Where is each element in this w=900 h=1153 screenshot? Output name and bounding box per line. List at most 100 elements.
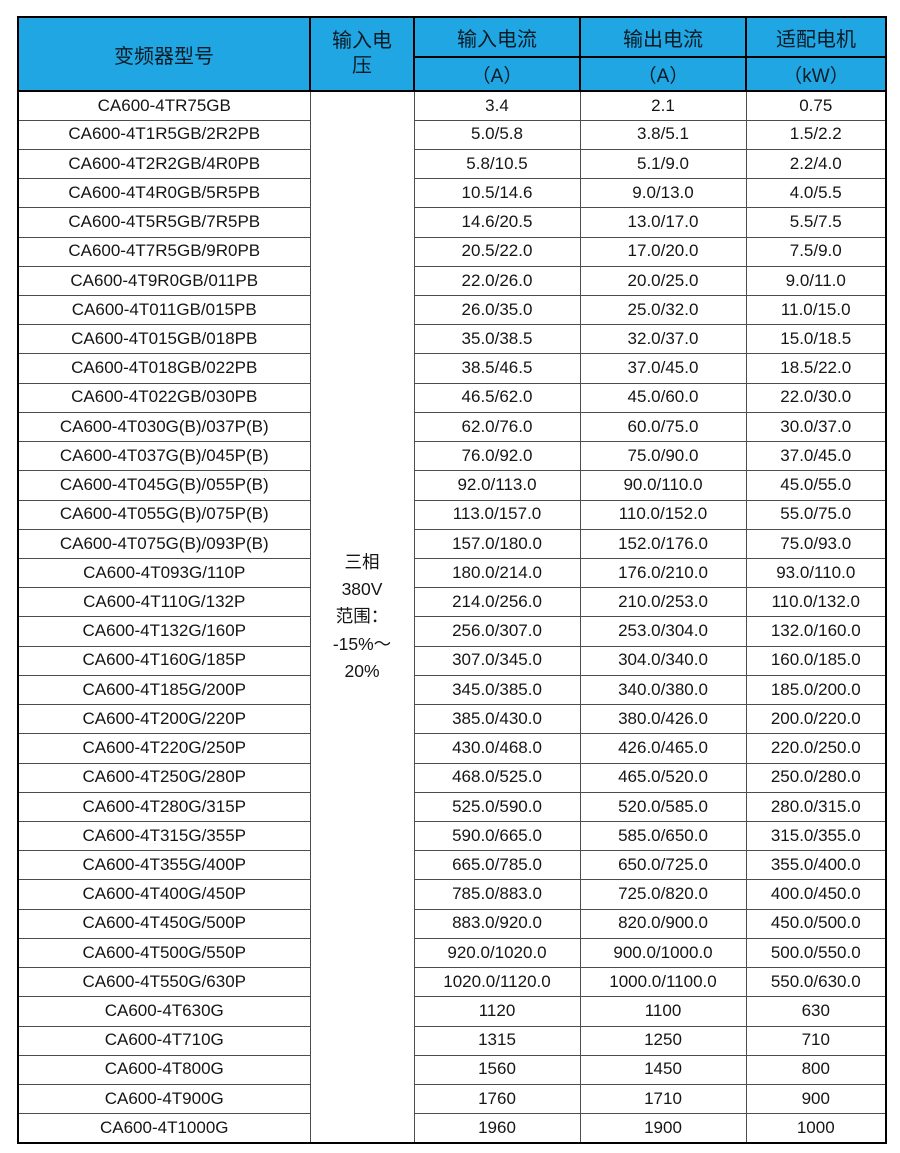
table-row: CA600-4T045G(B)/055P(B) 92.0/113.0 90.0/11…: [17, 470, 887, 501]
table-row: CA600-4T055G(B)/075P(B) 113.0/157.0 110.0/…: [17, 499, 887, 530]
input-current-cell: 430.0/468.0: [413, 733, 581, 764]
output-current-cell: 253.0/304.0: [579, 616, 747, 647]
model-cell: CA600-4T185G/200P: [17, 674, 311, 706]
table-row: CA600-4T037G(B)/045P(B) 76.0/92.0 75.0/90.…: [17, 441, 887, 472]
motor-power-cell: 550.0/630.0: [745, 967, 887, 998]
column-header-input-current: 输入电流: [413, 16, 581, 58]
model-cell: CA600-4T110G/132P: [17, 587, 311, 618]
motor-power-cell: 1000: [745, 1113, 887, 1144]
model-cell: CA600-4T055G(B)/075P(B): [17, 499, 311, 530]
input-current-cell: 468.0/525.0: [413, 762, 581, 793]
model-cell: CA600-4T015GB/018PB: [17, 324, 311, 355]
motor-power-cell: 11.0/15.0: [745, 295, 887, 326]
model-cell: CA600-4T710G: [17, 1025, 311, 1056]
output-current-cell: 60.0/75.0: [579, 411, 747, 443]
table-row: CA600-4T400G/450P 785.0/883.0 725.0/820.0 4…: [17, 879, 887, 910]
table-row: CA600-4T5R5GB/7R5PB 14.6/20.5 13.0/17.0 5.5…: [17, 207, 887, 238]
table-row: CA600-4T200G/220P 385.0/430.0 380.0/426.0 2…: [17, 704, 887, 735]
model-cell: CA600-4T280G/315P: [17, 791, 311, 822]
model-cell: CA600-4T500G/550P: [17, 937, 311, 969]
input-current-cell: 14.6/20.5: [413, 207, 581, 238]
motor-power-cell: 355.0/400.0: [745, 850, 887, 881]
table-row: CA600-4T315G/355P 590.0/665.0 585.0/650.0 3…: [17, 820, 887, 852]
output-current-cell: 304.0/340.0: [579, 645, 747, 676]
input-current-cell: 307.0/345.0: [413, 645, 581, 676]
table-row: CA600-4T011GB/015PB 26.0/35.0 25.0/32.0 11.…: [17, 295, 887, 326]
table-body: CA600-4TR75GB 三相 380V 范围： -15%～ 20% 3.4 2.1…: [17, 90, 887, 1144]
motor-power-cell: 37.0/45.0: [745, 441, 887, 472]
output-current-cell: 37.0/45.0: [579, 353, 747, 384]
input-current-cell: 1760: [413, 1083, 581, 1115]
motor-power-cell: 7.5/9.0: [745, 236, 887, 267]
input-current-cell: 1315: [413, 1025, 581, 1056]
column-header-input-voltage: 输入电压: [309, 16, 415, 92]
motor-power-cell: 280.0/315.0: [745, 791, 887, 822]
motor-power-cell: 710: [745, 1025, 887, 1056]
column-header-output-current: 输出电流: [579, 16, 747, 58]
motor-power-cell: 220.0/250.0: [745, 733, 887, 764]
output-current-cell: 900.0/1000.0: [579, 937, 747, 969]
table-row: CA600-4T015GB/018PB 35.0/38.5 32.0/37.0 15.…: [17, 324, 887, 355]
motor-power-cell: 45.0/55.0: [745, 470, 887, 501]
input-current-cell: 385.0/430.0: [413, 704, 581, 735]
model-cell: CA600-4T075G(B)/093P(B): [17, 528, 311, 560]
motor-power-cell: 630: [745, 996, 887, 1027]
model-cell: CA600-4T630G: [17, 996, 311, 1027]
table-row: CA600-4T022GB/030PB 46.5/62.0 45.0/60.0 22.…: [17, 382, 887, 413]
input-current-cell: 5.8/10.5: [413, 148, 581, 180]
motor-power-cell: 18.5/22.0: [745, 353, 887, 384]
output-current-cell: 25.0/32.0: [579, 295, 747, 326]
table-row: CA600-4T900G 1760 1710 900: [17, 1083, 887, 1115]
motor-power-cell: 55.0/75.0: [745, 499, 887, 530]
table-row: CA600-4T800G 1560 1450 800: [17, 1054, 887, 1085]
input-current-cell: 92.0/113.0: [413, 470, 581, 501]
table-row: CA600-4T1000G 1960 1900 1000: [17, 1113, 887, 1144]
unit-label-motor: （kW）: [745, 56, 887, 92]
input-current-cell: 62.0/76.0: [413, 411, 581, 443]
motor-power-cell: 22.0/30.0: [745, 382, 887, 413]
output-current-cell: 1100: [579, 996, 747, 1027]
input-current-cell: 76.0/92.0: [413, 441, 581, 472]
output-current-cell: 650.0/725.0: [579, 850, 747, 881]
table-row: CA600-4T1R5GB/2R2PB 5.0/5.8 3.8/5.1 1.5/2.2: [17, 119, 887, 150]
model-cell: CA600-4T037G(B)/045P(B): [17, 441, 311, 472]
table-row: CA600-4T250G/280P 468.0/525.0 465.0/520.0 2…: [17, 762, 887, 793]
input-current-cell: 46.5/62.0: [413, 382, 581, 413]
output-current-cell: 2.1: [579, 90, 747, 121]
table-row: CA600-4T450G/500P 883.0/920.0 820.0/900.0 4…: [17, 908, 887, 939]
table-row: CA600-4T710G 1315 1250 710: [17, 1025, 887, 1056]
input-current-cell: 256.0/307.0: [413, 616, 581, 647]
input-current-cell: 35.0/38.5: [413, 324, 581, 355]
table-row: CA600-4T185G/200P 345.0/385.0 340.0/380.0 1…: [17, 674, 887, 706]
input-current-cell: 1960: [413, 1113, 581, 1144]
motor-power-cell: 0.75: [745, 90, 887, 121]
table-row: CA600-4T132G/160P 256.0/307.0 253.0/304.0 1…: [17, 616, 887, 647]
table-row: CA600-4T160G/185P 307.0/345.0 304.0/340.0 1…: [17, 645, 887, 676]
table-row: CA600-4T093G/110P 180.0/214.0 176.0/210.0 9…: [17, 557, 887, 589]
motor-power-cell: 1.5/2.2: [745, 119, 887, 150]
motor-power-cell: 5.5/7.5: [745, 207, 887, 238]
output-current-cell: 1710: [579, 1083, 747, 1115]
motor-power-cell: 200.0/220.0: [745, 704, 887, 735]
input-voltage-note: 三相 380V 范围： -15%～ 20%: [309, 90, 415, 1144]
model-cell: CA600-4T800G: [17, 1054, 311, 1085]
input-current-cell: 113.0/157.0: [413, 499, 581, 530]
table-row: CA600-4T220G/250P 430.0/468.0 426.0/465.0 2…: [17, 733, 887, 764]
inverter-spec-table: 变频器型号 输入电压 输入电流 输出电流 适配电机 （A） （A） （kW） C…: [17, 16, 887, 1144]
model-cell: CA600-4T4R0GB/5R5PB: [17, 178, 311, 209]
model-cell: CA600-4T1R5GB/2R2PB: [17, 119, 311, 150]
motor-power-cell: 185.0/200.0: [745, 674, 887, 706]
motor-power-cell: 9.0/11.0: [745, 265, 887, 297]
model-cell: CA600-4T7R5GB/9R0PB: [17, 236, 311, 267]
motor-power-cell: 75.0/93.0: [745, 528, 887, 560]
motor-power-cell: 15.0/18.5: [745, 324, 887, 355]
input-current-cell: 1020.0/1120.0: [413, 967, 581, 998]
table-row: CA600-4T7R5GB/9R0PB 20.5/22.0 17.0/20.0 7.5…: [17, 236, 887, 267]
model-cell: CA600-4T093G/110P: [17, 557, 311, 589]
input-current-cell: 785.0/883.0: [413, 879, 581, 910]
input-current-cell: 590.0/665.0: [413, 820, 581, 852]
model-cell: CA600-4T9R0GB/011PB: [17, 265, 311, 297]
input-current-cell: 214.0/256.0: [413, 587, 581, 618]
model-cell: CA600-4T160G/185P: [17, 645, 311, 676]
input-current-cell: 665.0/785.0: [413, 850, 581, 881]
